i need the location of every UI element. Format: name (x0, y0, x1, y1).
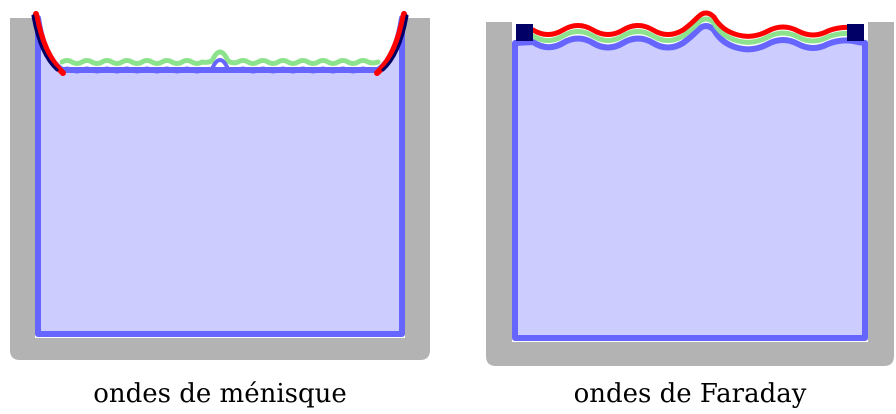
left-liquid (35, 15, 405, 337)
right-surface-band (530, 16, 861, 45)
left-surface-band (59, 49, 381, 66)
left-wall-meniscus-left (33, 11, 66, 76)
left-wall-meniscus-right-core (381, 14, 409, 72)
left-wall-meniscus-right (374, 11, 407, 76)
right-surface-wave (530, 10, 861, 39)
right-wall-contact-right (847, 24, 864, 41)
left-surface-wave (60, 57, 380, 74)
left-wall-meniscus-left-core (31, 14, 59, 72)
meniscus-waves-caption: ondes de ménisque (93, 379, 347, 409)
right-wall-contact-left (516, 24, 533, 41)
faraday-waves-panel (486, 10, 894, 366)
faraday-waves-caption: ondes de Faraday (573, 379, 807, 409)
right-liquid (512, 23, 868, 341)
meniscus-waves-panel (10, 11, 430, 360)
